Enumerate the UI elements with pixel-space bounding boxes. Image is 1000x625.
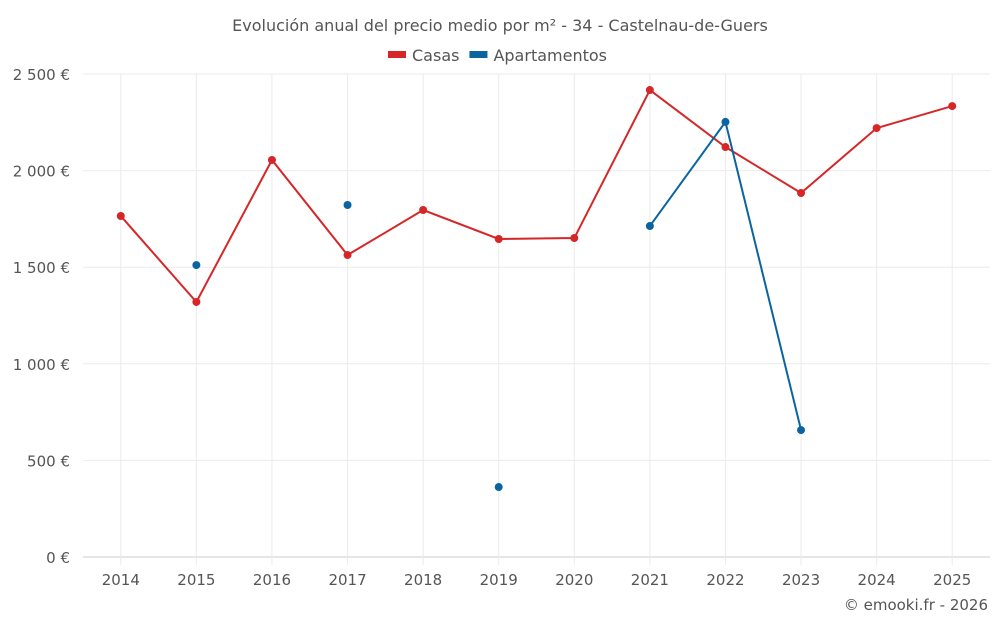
legend-swatch	[388, 51, 406, 58]
x-tick-label: 2020	[555, 571, 593, 589]
data-point-casas	[570, 234, 579, 243]
data-point-casas	[267, 155, 276, 164]
data-point-casas	[797, 189, 806, 198]
data-point-casas	[494, 234, 503, 243]
legend-label: Casas	[412, 46, 459, 65]
data-point-casas	[343, 251, 352, 260]
y-tick-label: 2 500 €	[13, 66, 70, 84]
x-tick-label: 2014	[102, 571, 140, 589]
legend: Casas Apartamentos	[388, 46, 607, 65]
grid	[83, 73, 990, 565]
series-line-casas	[120, 88, 953, 304]
data-point-casas	[721, 143, 730, 152]
x-tick-label: 2015	[177, 571, 215, 589]
axes: 0 € 500 € 1 000 € 1 500 € 2 000 € 2 500 € 2014…	[13, 66, 972, 589]
x-tick-label: 2024	[858, 571, 896, 589]
data-point-casas	[192, 297, 201, 306]
x-tick-label: 2016	[253, 571, 291, 589]
data-point-casas	[948, 102, 957, 111]
data-point-apartamentos	[645, 222, 654, 231]
data-point-apartamentos	[192, 261, 201, 270]
x-tick-label: 2021	[631, 571, 669, 589]
data-point-casas	[116, 212, 125, 221]
data-point-casas	[645, 86, 654, 95]
series	[116, 86, 957, 492]
x-tick-label: 2025	[933, 571, 971, 589]
y-tick-label: 1 500 €	[13, 259, 70, 277]
x-tick-label: 2019	[480, 571, 518, 589]
data-point-casas	[419, 206, 428, 215]
data-point-casas	[872, 124, 881, 133]
legend-swatch	[469, 51, 488, 58]
x-tick-label: 2022	[706, 571, 744, 589]
y-tick-label: 0 €	[46, 549, 70, 567]
data-point-apartamentos	[721, 117, 730, 126]
credit: © emooki.fr - 2026	[844, 596, 988, 614]
y-tick-label: 2 000 €	[13, 163, 70, 181]
chart-title: Evolución anual del precio medio por m² …	[232, 16, 768, 35]
y-tick-label: 1 000 €	[13, 356, 70, 374]
x-tick-label: 2017	[328, 571, 366, 589]
data-point-apartamentos	[343, 200, 352, 209]
y-tick-label: 500 €	[27, 452, 70, 470]
legend-label: Apartamentos	[493, 46, 607, 65]
x-tick-label: 2018	[404, 571, 442, 589]
x-tick-label: 2023	[782, 571, 820, 589]
data-point-apartamentos	[494, 483, 503, 492]
data-point-apartamentos	[797, 426, 806, 435]
